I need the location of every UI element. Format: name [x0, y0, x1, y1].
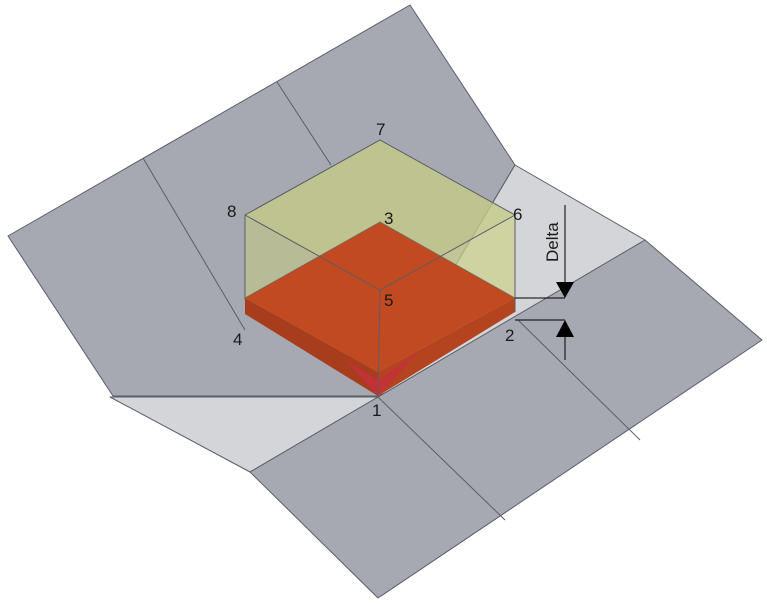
node-label-7: 7: [376, 120, 385, 139]
box-front-top-edge: [244, 214, 516, 291]
lower-right-panel: [249, 239, 763, 599]
red-block-depression: [345, 350, 420, 396]
box-vertical-edge-5: [377, 289, 381, 397]
fold-line-lr-1: [377, 396, 506, 521]
node-label-2: 2: [505, 326, 514, 345]
node-label-8: 8: [227, 202, 236, 221]
node-label-6: 6: [513, 205, 522, 224]
node-label-4: 4: [233, 330, 242, 349]
fold-line-ul-1: [142, 157, 246, 331]
node-label-5: 5: [384, 291, 393, 310]
node-label-1: 1: [372, 401, 381, 420]
delta-arrow-up-icon: [556, 320, 574, 337]
box-back-edge: [244, 139, 516, 216]
fold-line-lr-2: [517, 319, 641, 441]
red-block-right-side: [378, 298, 515, 396]
delta-label: Delta: [543, 222, 562, 262]
red-block-left-side: [245, 298, 378, 396]
node-label-3: 3: [384, 209, 393, 228]
box-inner-edge: [244, 221, 516, 299]
fold-line-ul-2: [276, 81, 332, 166]
delta-arrow-down-icon: [556, 282, 574, 298]
